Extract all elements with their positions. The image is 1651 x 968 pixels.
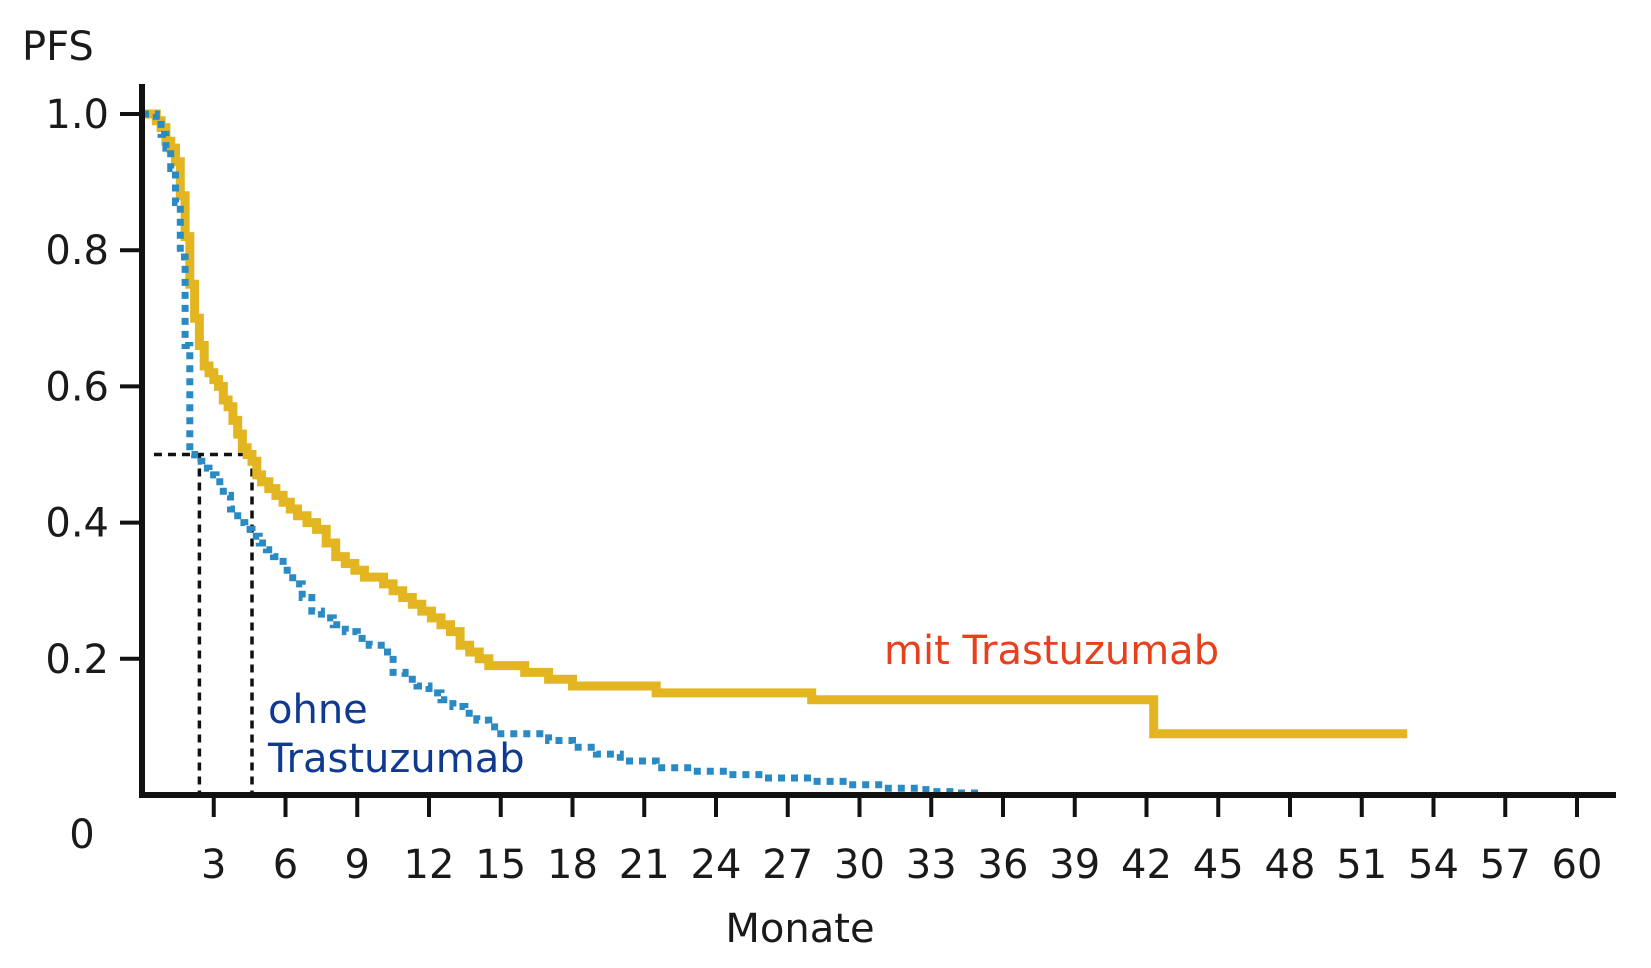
y-tick-label: 0.6 [45, 364, 109, 410]
x-tick-label: 3 [201, 842, 226, 888]
x-tick-label: 21 [619, 842, 670, 888]
series-line-mit-trastuzumab [142, 109, 1408, 739]
y-tick-label: 1.0 [45, 92, 109, 138]
axes-layer [139, 84, 1616, 798]
x-tick-label: 30 [834, 842, 885, 888]
y-tick-label: 0.8 [45, 228, 109, 274]
x-tick-label: 54 [1408, 842, 1459, 888]
x-tick-label: 48 [1265, 842, 1316, 888]
series-label-ohne-trastuzumab-line-1: ohne [268, 687, 368, 733]
x-tick-label: 45 [1193, 842, 1244, 888]
series-layer [142, 109, 1408, 797]
x-axis-title: Monate [725, 906, 874, 952]
series-label-ohne-trastuzumab-line-2: Trastuzumab [267, 736, 525, 782]
x-tick-label: 24 [691, 842, 742, 888]
x-tick-label: 27 [762, 842, 813, 888]
x-tick-label: 6 [273, 842, 298, 888]
y-axis-title: PFS [22, 24, 94, 70]
series-line-ohne-trastuzumab [142, 110, 980, 797]
y-tick-label: 0.2 [45, 637, 109, 683]
y-tick-label: 0.4 [45, 501, 109, 547]
x-tick-label: 39 [1049, 842, 1100, 888]
series-label-mit-trastuzumab: mit Trastuzumab [884, 628, 1219, 674]
ticks-layer: 3 6 9 12 15 18 21 24 27 30 33 36 39 42 45 48 51 54 57 600.2… [45, 92, 1602, 888]
x-tick-label: 51 [1336, 842, 1387, 888]
x-tick-label: 57 [1480, 842, 1531, 888]
x-tick-label: 9 [345, 842, 370, 888]
x-tick-label: 12 [404, 842, 455, 888]
median-marker-layer [153, 452, 254, 795]
x-tick-label: 15 [475, 842, 526, 888]
x-tick-label: 33 [906, 842, 957, 888]
x-tick-label: 18 [547, 842, 598, 888]
x-tick-label: 60 [1552, 842, 1603, 888]
x-tick-label: 42 [1121, 842, 1172, 888]
x-tick-label: 36 [978, 842, 1029, 888]
origin-label: 0 [69, 812, 94, 858]
